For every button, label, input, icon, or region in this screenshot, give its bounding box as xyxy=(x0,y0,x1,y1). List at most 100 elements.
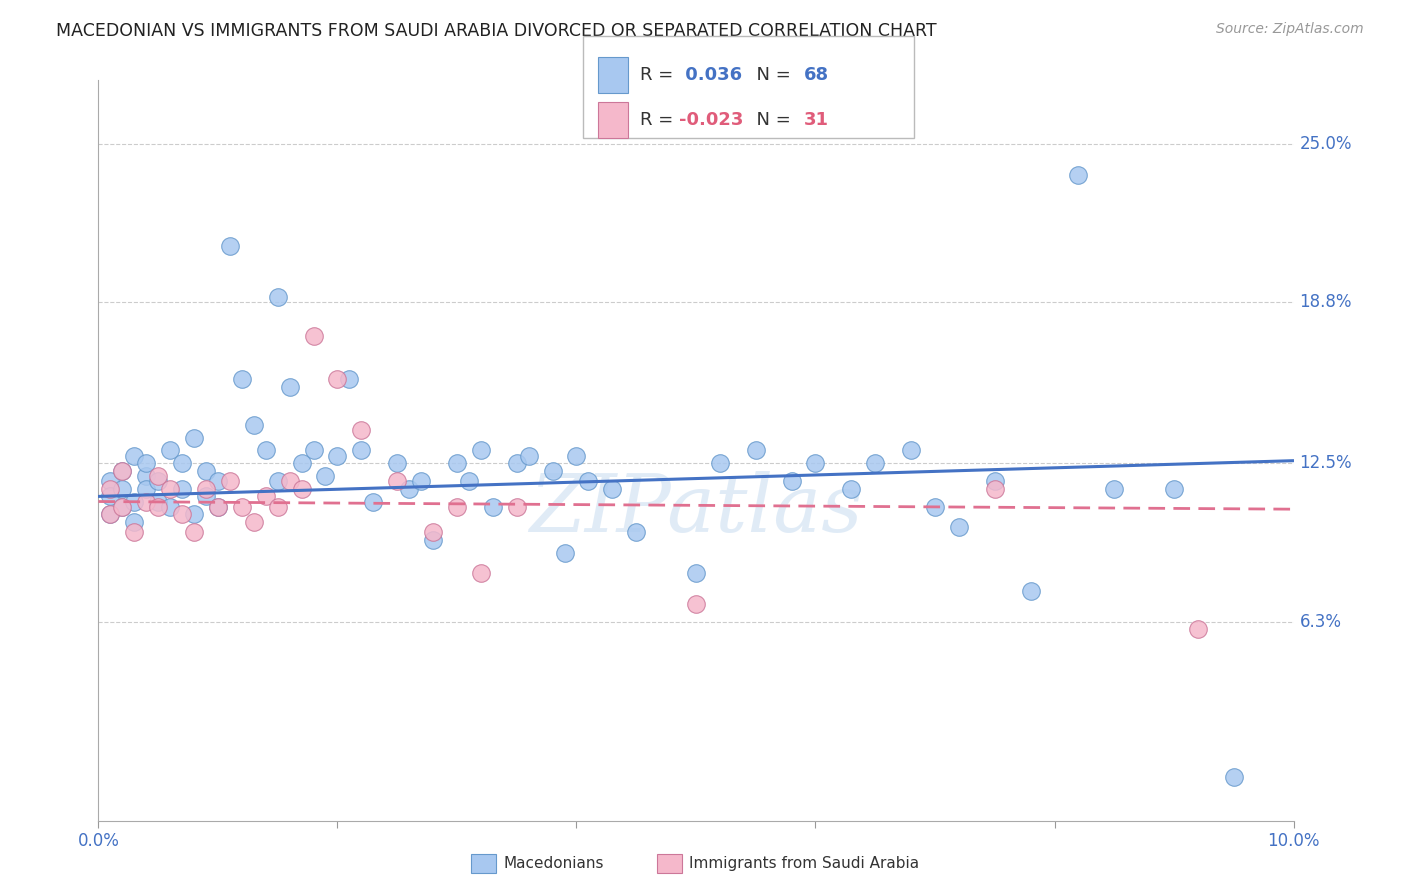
Point xyxy=(124,449,146,463)
Point xyxy=(900,443,922,458)
Point xyxy=(267,500,290,514)
Point xyxy=(780,474,803,488)
Point xyxy=(278,379,301,393)
Point xyxy=(385,474,409,488)
Text: MACEDONIAN VS IMMIGRANTS FROM SAUDI ARABIA DIVORCED OR SEPARATED CORRELATION CHA: MACEDONIAN VS IMMIGRANTS FROM SAUDI ARAB… xyxy=(56,22,936,40)
Point xyxy=(207,500,229,514)
Point xyxy=(148,500,170,514)
Point xyxy=(195,464,218,478)
Point xyxy=(984,474,1007,488)
Point xyxy=(506,500,529,514)
Point xyxy=(339,372,361,386)
Point xyxy=(267,290,290,304)
Point xyxy=(183,431,205,445)
Point xyxy=(326,449,349,463)
Text: 12.5%: 12.5% xyxy=(1299,454,1353,472)
Text: N =: N = xyxy=(745,66,797,84)
Point xyxy=(124,515,146,529)
Point xyxy=(709,456,731,470)
Point xyxy=(159,482,181,496)
Point xyxy=(506,456,529,470)
Point xyxy=(254,490,277,504)
Text: R =: R = xyxy=(640,66,679,84)
Point xyxy=(398,482,420,496)
Point xyxy=(385,456,409,470)
Text: Macedonians: Macedonians xyxy=(503,856,603,871)
Point xyxy=(183,508,205,522)
Text: Immigrants from Saudi Arabia: Immigrants from Saudi Arabia xyxy=(689,856,920,871)
Point xyxy=(446,500,468,514)
Point xyxy=(98,474,122,488)
Point xyxy=(243,515,266,529)
Point xyxy=(148,494,170,508)
Point xyxy=(350,443,373,458)
Point xyxy=(745,443,768,458)
Point xyxy=(302,443,325,458)
Point xyxy=(948,520,970,534)
Point xyxy=(865,456,887,470)
Point xyxy=(135,469,157,483)
Point xyxy=(363,494,385,508)
Point xyxy=(924,500,946,514)
Point xyxy=(111,500,134,514)
Point xyxy=(195,482,218,496)
Point xyxy=(172,482,194,496)
Text: R =: R = xyxy=(640,111,679,128)
Text: 68: 68 xyxy=(804,66,830,84)
Text: 0.036: 0.036 xyxy=(679,66,742,84)
Point xyxy=(578,474,600,488)
Point xyxy=(602,482,624,496)
Text: ZIPatlas: ZIPatlas xyxy=(529,471,863,549)
Point xyxy=(207,500,229,514)
Point xyxy=(1019,583,1042,598)
Point xyxy=(278,474,301,488)
Point xyxy=(517,449,540,463)
Point xyxy=(291,482,314,496)
Point xyxy=(219,474,242,488)
Point xyxy=(482,500,505,514)
Point xyxy=(172,508,194,522)
Point xyxy=(554,545,576,559)
Point xyxy=(98,508,122,522)
Text: 6.3%: 6.3% xyxy=(1299,613,1341,631)
Point xyxy=(219,239,242,253)
Point xyxy=(626,525,648,540)
Point xyxy=(148,474,170,488)
Point xyxy=(231,372,253,386)
Text: Source: ZipAtlas.com: Source: ZipAtlas.com xyxy=(1216,22,1364,37)
Text: 18.8%: 18.8% xyxy=(1299,293,1353,311)
Point xyxy=(984,482,1007,496)
Point xyxy=(98,482,122,496)
Point xyxy=(422,533,444,547)
Point xyxy=(470,443,492,458)
Point xyxy=(302,328,325,343)
Point xyxy=(183,525,205,540)
Point xyxy=(195,490,218,504)
Point xyxy=(1104,482,1126,496)
Point xyxy=(326,372,349,386)
Point xyxy=(541,464,564,478)
Point xyxy=(1223,770,1246,784)
Point xyxy=(159,500,181,514)
Text: N =: N = xyxy=(745,111,797,128)
Point xyxy=(135,456,157,470)
Point xyxy=(111,482,134,496)
Point xyxy=(111,464,134,478)
Point xyxy=(135,482,157,496)
Point xyxy=(1187,622,1209,636)
Point xyxy=(98,508,122,522)
Point xyxy=(422,525,444,540)
Point xyxy=(315,469,337,483)
Point xyxy=(111,500,134,514)
Text: 25.0%: 25.0% xyxy=(1299,135,1353,153)
Text: 31: 31 xyxy=(804,111,830,128)
Point xyxy=(446,456,468,470)
Point xyxy=(458,474,481,488)
Point xyxy=(841,482,863,496)
Point xyxy=(98,490,122,504)
Point xyxy=(350,423,373,437)
Point xyxy=(231,500,253,514)
Point xyxy=(1067,168,1090,182)
Point xyxy=(685,597,707,611)
Point xyxy=(254,443,277,458)
